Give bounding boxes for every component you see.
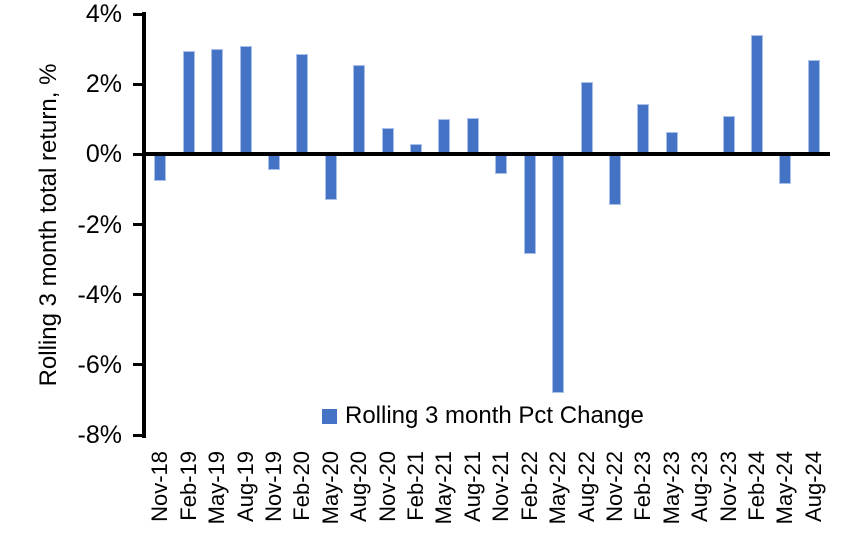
y-tick-mark bbox=[133, 293, 143, 297]
y-tick-mark bbox=[133, 82, 143, 86]
x-tick-label: Feb-23 bbox=[630, 451, 656, 521]
bar bbox=[154, 154, 167, 181]
x-tick-label: Nov-21 bbox=[488, 451, 514, 522]
bar bbox=[353, 64, 366, 155]
y-tick-label: -6% bbox=[77, 350, 122, 379]
x-tick-label: Nov-19 bbox=[260, 451, 286, 522]
y-tick-label: -2% bbox=[77, 210, 122, 239]
y-tick-mark bbox=[133, 363, 143, 367]
x-tick-label: Aug-24 bbox=[800, 451, 826, 522]
x-tick-label: Aug-20 bbox=[346, 451, 372, 522]
bar bbox=[296, 54, 309, 155]
x-tick-label: May-22 bbox=[545, 451, 570, 525]
x-tick-label: Feb-24 bbox=[744, 451, 769, 521]
x-tick-label: Nov-20 bbox=[374, 451, 400, 522]
x-tick-label: Feb-19 bbox=[175, 451, 201, 521]
legend-swatch-icon bbox=[322, 408, 337, 424]
x-tick-label: Aug-22 bbox=[573, 451, 599, 522]
x-tick-label: Nov-22 bbox=[601, 451, 627, 522]
x-tick-label: May-19 bbox=[204, 451, 229, 525]
y-axis-line bbox=[142, 12, 146, 438]
y-tick-label: 4% bbox=[85, 0, 122, 28]
x-tick-label: May-23 bbox=[658, 451, 684, 525]
x-tick-label: Nov-23 bbox=[715, 451, 741, 522]
y-tick-mark bbox=[133, 152, 143, 156]
bar bbox=[807, 59, 820, 155]
bar bbox=[580, 82, 593, 155]
bar bbox=[751, 35, 763, 155]
x-axis-line bbox=[142, 152, 830, 157]
x-tick-label: May-20 bbox=[317, 451, 343, 525]
bar bbox=[722, 115, 735, 155]
y-tick-mark bbox=[133, 12, 143, 16]
x-tick-label: Aug-21 bbox=[459, 451, 485, 522]
x-tick-label: Aug-23 bbox=[687, 451, 713, 522]
bar bbox=[665, 131, 678, 155]
y-tick-label: -4% bbox=[77, 280, 122, 309]
bar bbox=[608, 154, 621, 206]
bar bbox=[466, 117, 479, 155]
bar bbox=[438, 119, 451, 155]
bar bbox=[211, 49, 223, 155]
bar bbox=[381, 128, 394, 155]
legend: Rolling 3 month Pct Change bbox=[322, 402, 644, 430]
bar bbox=[523, 154, 536, 255]
bar bbox=[267, 154, 280, 171]
x-tick-label: Feb-21 bbox=[403, 451, 428, 521]
bar bbox=[637, 103, 650, 155]
y-tick-label: 0% bbox=[85, 140, 122, 169]
bar bbox=[552, 154, 564, 393]
y-tick-mark bbox=[133, 433, 143, 437]
y-tick-mark bbox=[133, 223, 143, 226]
bar bbox=[239, 45, 252, 155]
legend-label: Rolling 3 month Pct Change bbox=[345, 402, 644, 429]
bar bbox=[324, 154, 337, 200]
x-tick-label: May-24 bbox=[772, 451, 798, 525]
bar bbox=[182, 50, 195, 155]
x-tick-label: Feb-22 bbox=[516, 451, 542, 521]
y-tick-label: -8% bbox=[77, 421, 122, 449]
x-tick-label: Aug-19 bbox=[232, 451, 258, 522]
x-tick-label: May-21 bbox=[431, 451, 457, 525]
bar bbox=[495, 154, 508, 174]
y-tick-label: 2% bbox=[85, 70, 122, 99]
bar bbox=[779, 154, 792, 185]
x-tick-label: Feb-20 bbox=[289, 451, 315, 521]
x-tick-label: Nov-18 bbox=[147, 451, 173, 522]
